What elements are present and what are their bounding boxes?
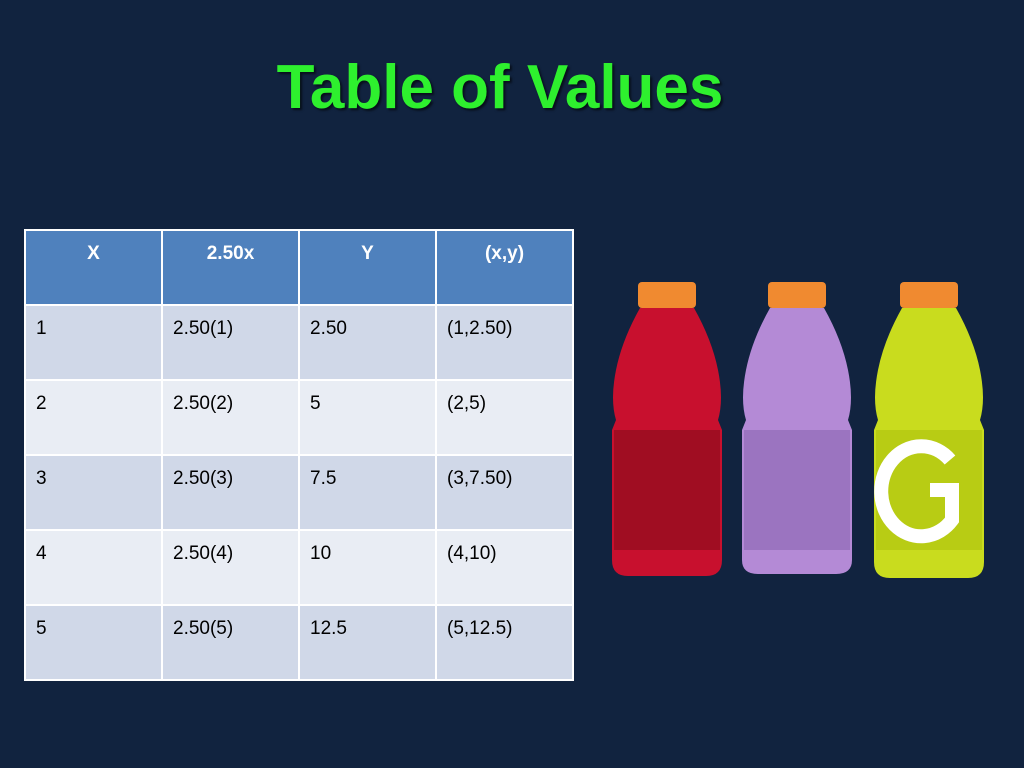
table-row: 3 2.50(3) 7.5 (3,7.50) bbox=[24, 454, 574, 531]
red-bottle bbox=[612, 282, 722, 576]
header-cell: Y bbox=[298, 229, 437, 306]
table-cell: 4 bbox=[24, 529, 163, 606]
header-cell: (x,y) bbox=[435, 229, 574, 306]
table-cell: (4,10) bbox=[435, 529, 574, 606]
table-row: 2 2.50(2) 5 (2,5) bbox=[24, 379, 574, 456]
table-cell: 2.50(5) bbox=[161, 604, 300, 681]
table-cell: 5 bbox=[24, 604, 163, 681]
table-cell: (2,5) bbox=[435, 379, 574, 456]
table-body: 1 2.50(1) 2.50 (1,2.50) 2 2.50(2) 5 (2,5) 3 2.50(… bbox=[24, 304, 574, 681]
table-cell: 2.50(2) bbox=[161, 379, 300, 456]
table-cell: 5 bbox=[298, 379, 437, 456]
table-cell: 2.50 bbox=[298, 304, 437, 381]
table-cell: 2.50(1) bbox=[161, 304, 300, 381]
table-cell: (5,12.5) bbox=[435, 604, 574, 681]
table-cell: 10 bbox=[298, 529, 437, 606]
table-cell: (3,7.50) bbox=[435, 454, 574, 531]
table-row: 5 2.50(5) 12.5 (5,12.5) bbox=[24, 604, 574, 681]
table-cell: 12.5 bbox=[298, 604, 437, 681]
values-table: X 2.50x Y (x,y) 1 2.50(1) 2.50 (1,2.50) 2 2.50(2… bbox=[24, 229, 574, 681]
header-cell: 2.50x bbox=[161, 229, 300, 306]
table-cell: 1 bbox=[24, 304, 163, 381]
header-row: X 2.50x Y (x,y) bbox=[24, 229, 574, 306]
bottles-image bbox=[612, 282, 984, 578]
table-cell: 2 bbox=[24, 379, 163, 456]
table-cell: 2.50(3) bbox=[161, 454, 300, 531]
table-row: 1 2.50(1) 2.50 (1,2.50) bbox=[24, 304, 574, 381]
table-cell: 3 bbox=[24, 454, 163, 531]
table-row: 4 2.50(4) 10 (4,10) bbox=[24, 529, 574, 606]
table-cell: 2.50(4) bbox=[161, 529, 300, 606]
yellow-bottle bbox=[874, 282, 984, 578]
table-cell: (1,2.50) bbox=[435, 304, 574, 381]
header-cell: X bbox=[24, 229, 163, 306]
table-cell: 7.5 bbox=[298, 454, 437, 531]
slide-title: Table of Values bbox=[276, 53, 724, 122]
purple-bottle bbox=[742, 282, 852, 574]
